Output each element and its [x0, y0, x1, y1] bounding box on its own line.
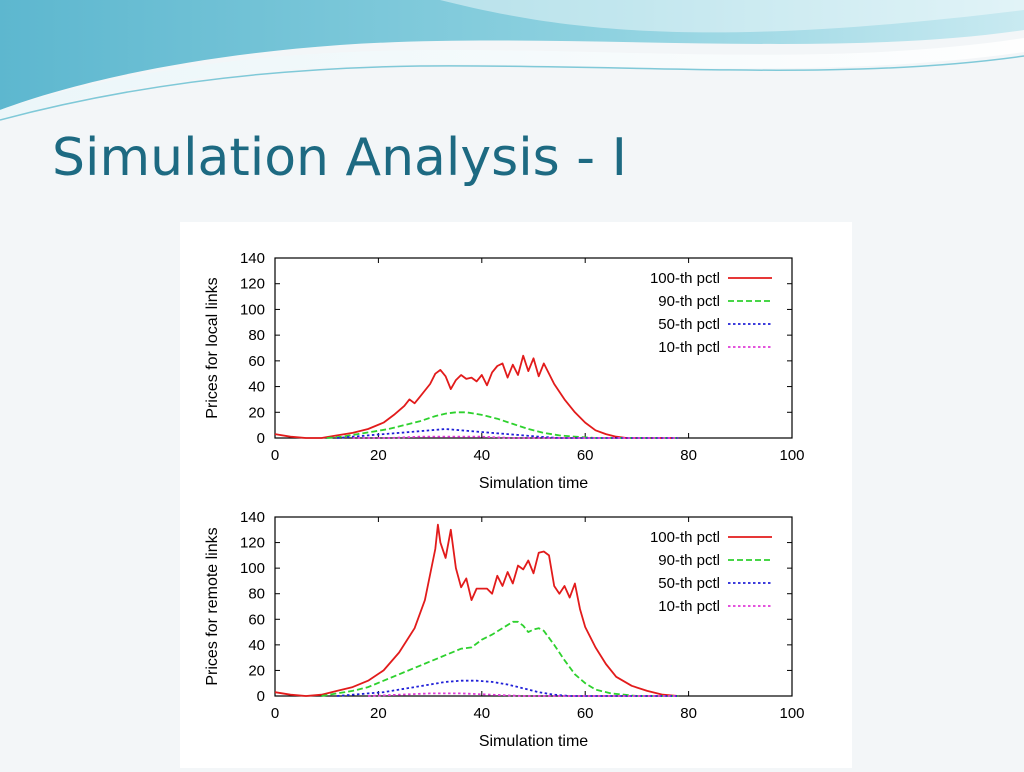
chart2-x-tick-label: 40	[473, 705, 490, 722]
chart2-y-tick-label: 120	[240, 535, 265, 552]
chart1-legend-label-1: 100-th pctl	[650, 270, 720, 287]
chart2-y-tick-label: 40	[248, 637, 265, 654]
chart1-legend-label-4: 10-th pctl	[658, 339, 720, 356]
chart2-legend-label-1: 100-th pctl	[650, 529, 720, 546]
chart2-legend-label-2: 90-th pctl	[658, 552, 720, 569]
chart1-y-axis-label: Prices for local links	[204, 277, 221, 418]
chart2-x-tick-label: 0	[271, 705, 279, 722]
chart2-y-tick-label: 100	[240, 560, 265, 577]
chart2-y-axis-label: Prices for remote links	[204, 527, 221, 685]
chart1-y-tick-label: 120	[240, 276, 265, 293]
chart1-series-line-1	[274, 354, 679, 439]
chart2-series-line-3	[336, 679, 679, 697]
chart1-series-line-2	[326, 411, 679, 439]
chart1-x-tick-label: 60	[577, 447, 594, 464]
chart2-legend-label-4: 10-th pctl	[658, 598, 720, 615]
chart1-x-axis-label: Simulation time	[479, 475, 588, 492]
chart2-y-tick-label: 20	[248, 662, 265, 679]
chart1-y-tick-label: 20	[248, 404, 265, 421]
chart1-y-tick-label: 80	[248, 327, 265, 344]
chart2-y-tick-label: 0	[257, 688, 265, 705]
header-banner	[0, 0, 1024, 121]
chart2-y-tick-label: 80	[248, 586, 265, 603]
chart-panel: 0 20 40 60 80 100 0 20 40 60 80 100 120 140 Simulation…	[180, 222, 852, 768]
chart1-x-tick-label: 0	[271, 447, 279, 464]
chart1-y-tick-label: 0	[257, 430, 265, 447]
chart2-series-line-4	[368, 692, 679, 697]
chart2-x-tick-label: 80	[680, 705, 697, 722]
chart2-legend-label-3: 50-th pctl	[658, 575, 720, 592]
chart1-legend-label-2: 90-th pctl	[658, 293, 720, 310]
chart1-y-tick-label: 100	[240, 301, 265, 318]
chart1-x-tick-label: 40	[473, 447, 490, 464]
chart1-x-tick-label: 100	[779, 447, 804, 464]
chart2-series-line-2	[321, 620, 679, 697]
chart2-y-tick-label: 140	[240, 509, 265, 526]
chart1-x-tick-label: 20	[370, 447, 387, 464]
chart2-x-tick-label: 100	[779, 705, 804, 722]
chart1-y-tick-label: 140	[240, 250, 265, 267]
chart2-x-tick-label: 20	[370, 705, 387, 722]
chart1-legend-label-3: 50-th pctl	[658, 316, 720, 333]
slide-title: Simulation Analysis - I	[52, 128, 627, 188]
chart1-series-line-4	[352, 435, 679, 439]
chart2-x-tick-label: 60	[577, 705, 594, 722]
chart2-x-axis-label: Simulation time	[479, 733, 588, 750]
chart2-series-line-1	[274, 523, 679, 697]
chart1-x-tick-label: 80	[680, 447, 697, 464]
chart2-y-tick-label: 60	[248, 611, 265, 628]
chart1-y-tick-label: 40	[248, 379, 265, 396]
charts-svg: 0 20 40 60 80 100 0 20 40 60 80 100 120 140 Simulation…	[204, 250, 805, 750]
chart1-y-tick-label: 60	[248, 353, 265, 370]
chart1-series-line-3	[336, 428, 679, 439]
